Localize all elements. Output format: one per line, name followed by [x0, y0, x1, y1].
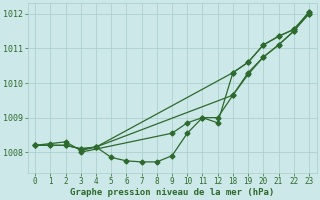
- X-axis label: Graphe pression niveau de la mer (hPa): Graphe pression niveau de la mer (hPa): [70, 188, 274, 197]
